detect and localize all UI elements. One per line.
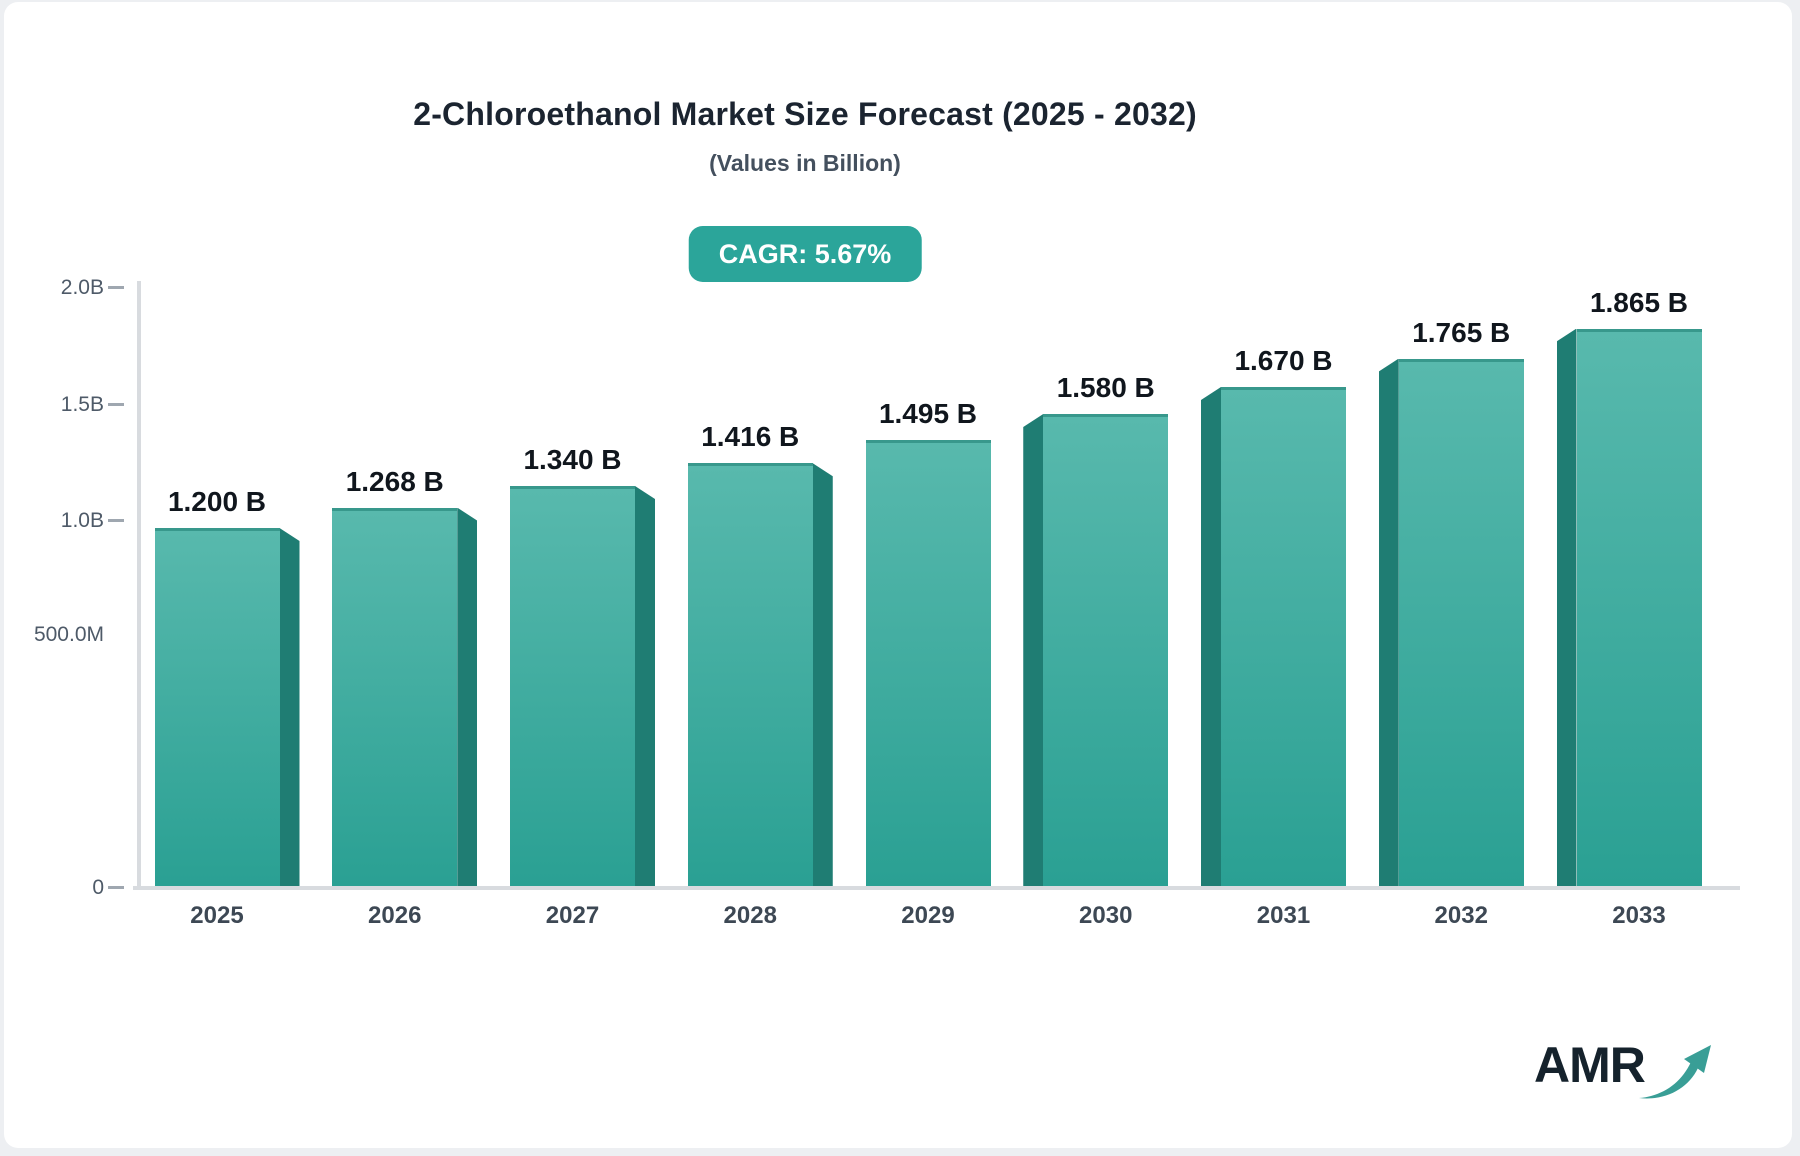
x-axis-label: 2032 (1434, 902, 1488, 929)
y-axis-tick-label: 1.5B (60, 393, 104, 416)
cagr-badge-label: CAGR: 5.67% (718, 239, 892, 269)
bar (1221, 387, 1346, 886)
y-axis-line (137, 281, 141, 890)
bar-value-label: 1.865 B (1589, 286, 1689, 318)
bar-value-label: 1.340 B (523, 444, 622, 475)
growth-arrow-icon (1638, 1045, 1711, 1099)
x-axis-label: 2026 (368, 902, 422, 929)
x-axis-label: 2028 (723, 902, 777, 929)
bar (332, 507, 458, 886)
bar-side-3d (457, 507, 478, 886)
y-axis-tick-dash (108, 403, 124, 406)
bar (1043, 414, 1169, 886)
bar (1398, 358, 1524, 886)
y-axis-tick-dash (108, 886, 124, 889)
y-axis-tick-label: 0 (92, 876, 104, 899)
bar-side-3d (1201, 387, 1221, 886)
x-axis-label: 2027 (545, 902, 600, 929)
bar (1576, 328, 1702, 886)
x-axis-label: 2031 (1256, 902, 1311, 929)
y-axis-tick-dash (108, 519, 124, 522)
bar-side-3d (635, 486, 655, 886)
bar-side-3d (1556, 328, 1577, 886)
bar-value-label: 1.268 B (345, 465, 444, 497)
bar-value-label: 1.765 B (1412, 316, 1511, 348)
y-axis-tick-label: 1.0B (60, 509, 104, 532)
chart-subtitle: (Values in Billion) (709, 150, 901, 176)
y-axis-tick-label: 500.0M (33, 623, 104, 646)
bar-side-3d (1023, 414, 1044, 886)
chart-title: 2-Chloroethanol Market Size Forecast (20… (413, 96, 1197, 132)
bar-side-3d (1378, 358, 1399, 886)
y-axis-tick-dash (108, 286, 124, 289)
x-axis-label: 2033 (1612, 902, 1666, 929)
cagr-badge: CAGR: 5.67% (688, 226, 922, 282)
bar (687, 463, 813, 886)
bar (510, 486, 635, 886)
bar (865, 439, 991, 886)
bar-side-3d (279, 528, 300, 886)
bar-value-label: 1.200 B (167, 486, 267, 517)
bar (154, 528, 280, 886)
bar-value-label: 1.670 B (1234, 345, 1333, 376)
amr-logo-text: AMR (1534, 1037, 1646, 1093)
y-axis-tick-label: 2.0B (60, 276, 104, 299)
bar-value-label: 1.580 B (1056, 372, 1155, 403)
bar-value-label: 1.495 B (878, 397, 978, 429)
bar-value-label: 1.416 B (701, 421, 800, 453)
x-axis-line (133, 886, 1740, 890)
x-axis-label: 2029 (901, 902, 955, 929)
x-axis-label: 2030 (1079, 902, 1133, 929)
bar-side-3d (812, 463, 833, 886)
x-axis-label: 2025 (190, 902, 244, 929)
amr-logo: AMR (1534, 1040, 1713, 1102)
